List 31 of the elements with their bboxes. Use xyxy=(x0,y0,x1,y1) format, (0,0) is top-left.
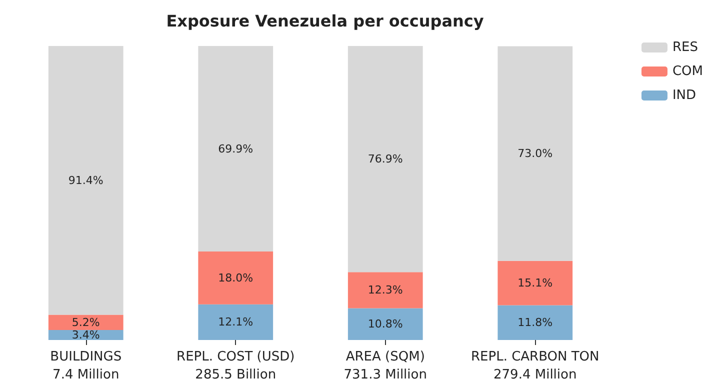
data-label: 10.8% xyxy=(368,318,403,331)
bar xyxy=(498,46,573,261)
data-label: 18.0% xyxy=(218,271,254,284)
bar xyxy=(48,46,124,315)
legend-label: COM xyxy=(672,64,704,79)
data-label: 73.0% xyxy=(518,147,553,160)
legend-label: IND xyxy=(672,88,696,103)
x-tick-label: REPL. CARBON TON 279.4 Million xyxy=(470,350,600,382)
bar xyxy=(348,272,423,308)
x-tick-label: BUILDINGS 7.4 Million xyxy=(50,350,122,382)
bar xyxy=(348,308,423,340)
data-label: 69.9% xyxy=(218,142,254,156)
x-tick-label: REPL. COST (USD) 285.5 Billion xyxy=(176,350,295,382)
data-label: 76.9% xyxy=(368,152,403,166)
data-label: 91.4% xyxy=(68,174,104,187)
legend-label: RES xyxy=(672,40,698,55)
bar xyxy=(198,304,274,340)
bar xyxy=(498,260,573,306)
chart-title: Exposure Venezuela per occupancy xyxy=(166,12,484,30)
bar xyxy=(198,46,274,252)
data-label: 5.2% xyxy=(72,316,100,329)
data-label: 12.1% xyxy=(218,316,254,329)
bar xyxy=(48,314,124,330)
x-tick-label: AREA (SQM) 731.3 Million xyxy=(344,350,427,382)
data-label: 15.1% xyxy=(518,276,553,290)
bar xyxy=(498,305,573,340)
bar xyxy=(198,252,274,304)
data-label: 11.8% xyxy=(518,316,553,330)
data-label: 3.4% xyxy=(72,328,100,342)
bar xyxy=(348,46,423,272)
data-label: 12.3% xyxy=(368,284,403,297)
